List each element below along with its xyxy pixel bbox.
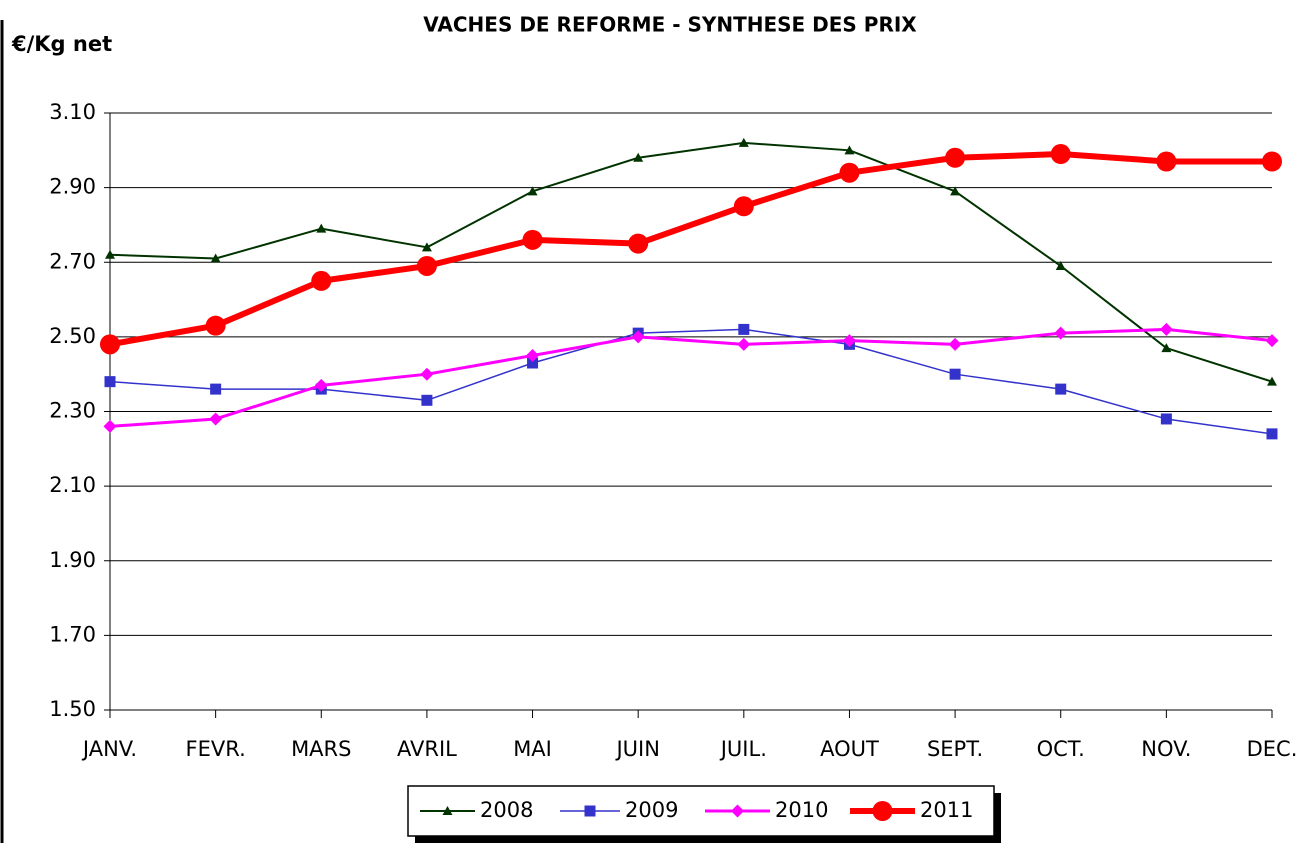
marker [1159, 322, 1173, 336]
x-tick-label: AOUT [820, 737, 879, 761]
marker [209, 412, 223, 426]
marker [1156, 151, 1177, 172]
x-tick-label: JUIN [614, 737, 659, 761]
marker [872, 801, 893, 821]
x-tick-label: JANV. [81, 737, 137, 761]
legend-label: 2009 [625, 798, 678, 822]
marker [416, 255, 437, 276]
marker [1262, 151, 1282, 172]
marker [948, 337, 962, 351]
marker [316, 223, 327, 233]
marker [1266, 428, 1278, 440]
x-tick-label: OCT. [1037, 737, 1085, 761]
marker [1161, 343, 1172, 353]
marker [311, 270, 332, 291]
y-tick-label: 2.30 [49, 399, 96, 423]
marker [421, 394, 433, 406]
legend-label: 2010 [775, 798, 828, 822]
marker [738, 323, 750, 335]
series-line [109, 141, 1273, 383]
marker [731, 804, 744, 818]
x-tick-label: SEPT. [927, 737, 983, 761]
marker [522, 229, 543, 250]
marker [421, 242, 432, 252]
series-line [109, 328, 1273, 435]
marker [210, 253, 221, 263]
marker [420, 367, 434, 381]
marker [945, 147, 966, 168]
y-tick-label: 1.90 [49, 548, 96, 572]
y-axis-label: €/Kg net [11, 32, 112, 56]
marker [100, 334, 120, 355]
x-tick-label: JUIL. [719, 737, 767, 761]
marker [1267, 376, 1277, 386]
marker [205, 315, 226, 336]
marker [733, 196, 754, 217]
y-tick-label: 1.70 [49, 622, 96, 646]
chart-title: VACHES DE REFORME - SYNTHESE DES PRIX [423, 13, 917, 37]
x-tick-label: FEVR. [186, 737, 246, 761]
legend-label: 2008 [480, 798, 533, 822]
marker [314, 378, 328, 392]
series-line [109, 327, 1273, 428]
marker [442, 806, 453, 815]
marker [1265, 334, 1279, 348]
marker [737, 337, 751, 351]
marker [1050, 144, 1071, 165]
marker [527, 186, 538, 196]
x-tick-label: AVRIL [397, 737, 457, 761]
marker [104, 376, 116, 388]
x-tick-label: NOV. [1141, 737, 1191, 761]
marker [1055, 260, 1066, 270]
marker [584, 805, 596, 817]
marker [526, 349, 540, 363]
marker [105, 249, 115, 259]
marker [844, 145, 855, 155]
marker [842, 334, 856, 348]
marker [633, 152, 644, 162]
y-tick-label: 2.90 [49, 175, 96, 199]
marker [210, 383, 222, 395]
y-tick-label: 3.10 [49, 100, 96, 124]
marker [738, 137, 749, 147]
marker [1055, 383, 1067, 395]
y-tick-label: 2.70 [49, 249, 96, 273]
marker [1160, 413, 1172, 425]
legend-label: 2011 [920, 798, 973, 822]
series-line [109, 151, 1272, 348]
x-tick-label: MARS [291, 737, 351, 761]
marker [949, 368, 961, 380]
x-tick-label: DEC. [1247, 737, 1298, 761]
x-tick-label: MAI [513, 737, 552, 761]
marker [839, 162, 860, 183]
y-tick-label: 2.50 [49, 324, 96, 348]
marker [950, 186, 961, 196]
marker [628, 233, 649, 254]
marker [527, 357, 539, 369]
marker [103, 419, 117, 433]
marker [631, 330, 645, 344]
marker [1054, 326, 1068, 340]
y-tick-label: 1.50 [49, 697, 96, 721]
y-tick-label: 2.10 [49, 473, 96, 497]
